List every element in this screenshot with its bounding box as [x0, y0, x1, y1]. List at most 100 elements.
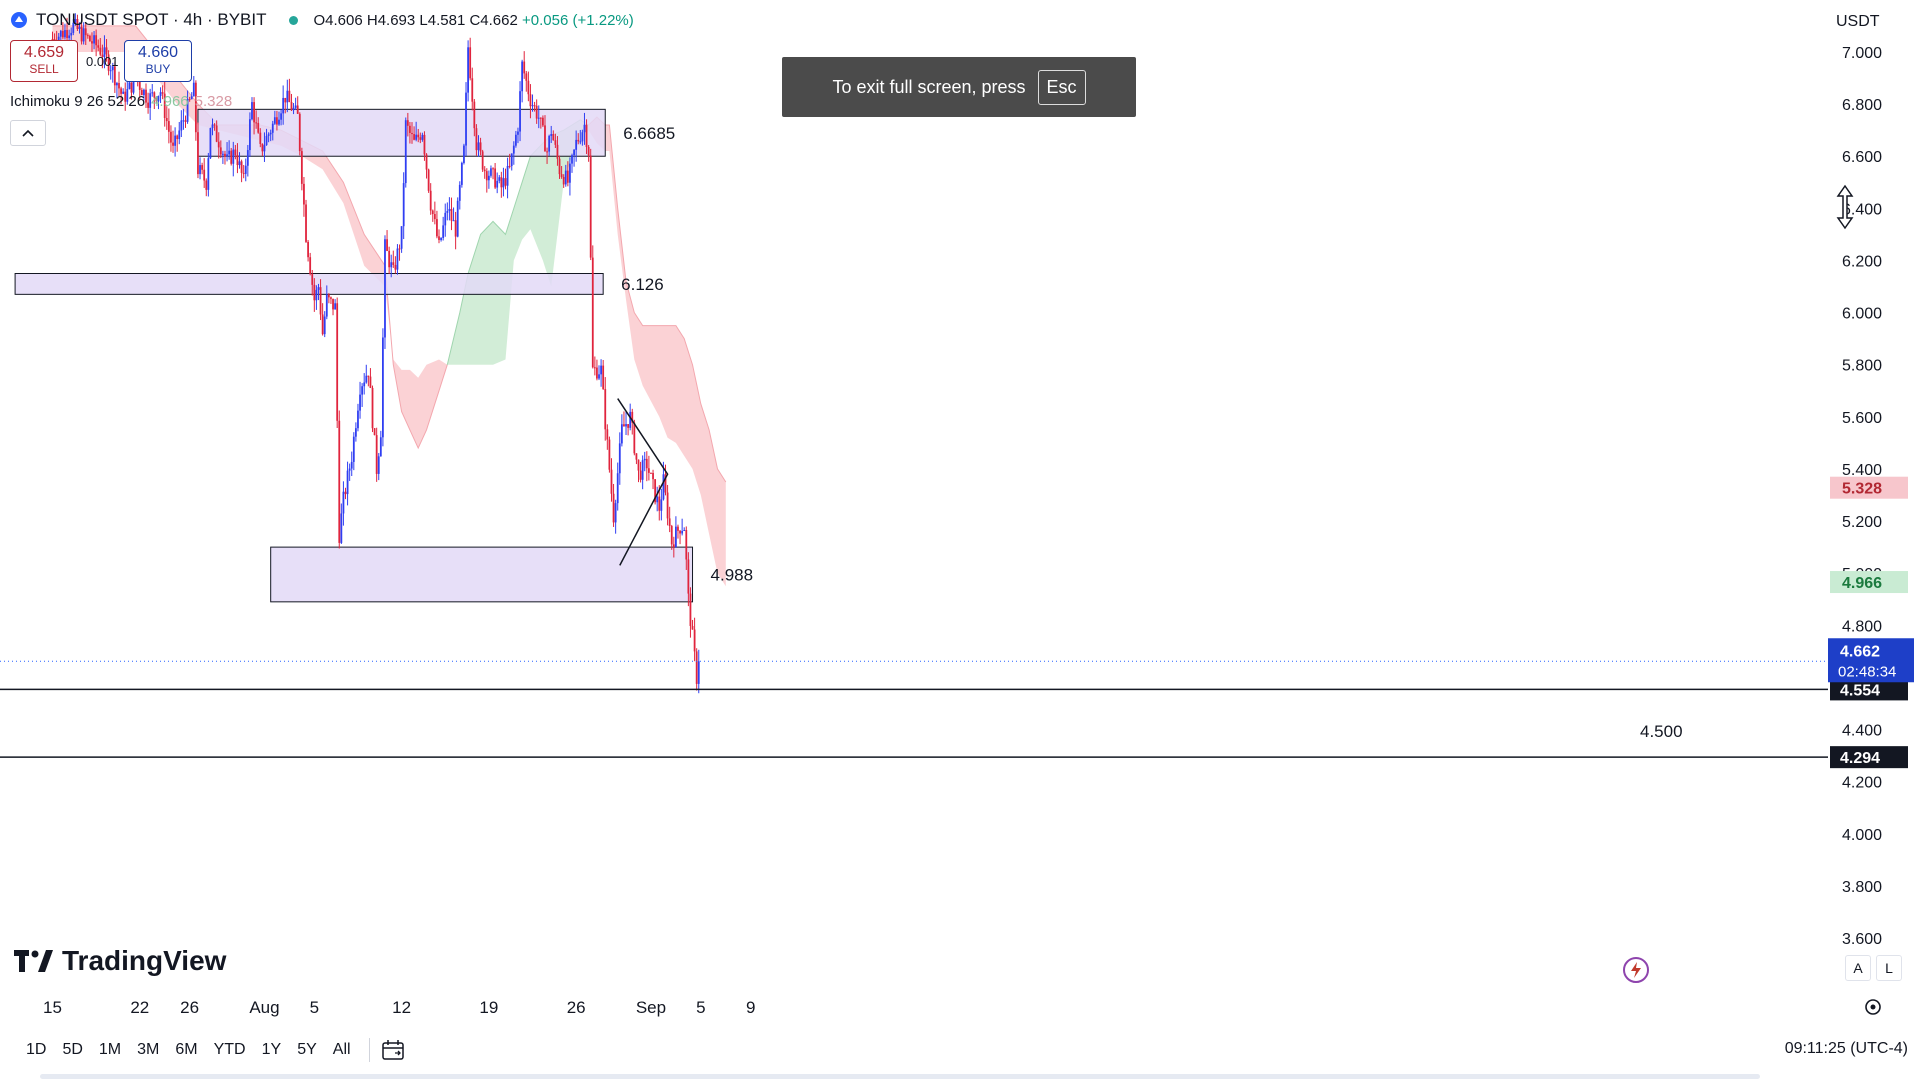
candle-body — [340, 513, 343, 543]
candle-body — [514, 134, 517, 146]
candle-body — [625, 424, 627, 427]
range-all[interactable]: All — [332, 1041, 351, 1058]
candle-body — [334, 303, 337, 310]
candle-body — [693, 629, 696, 652]
buy-button[interactable]: 4.660 BUY — [124, 40, 192, 82]
candle-body — [311, 274, 314, 285]
candle-body — [192, 82, 195, 97]
auto-scale-button[interactable]: A — [1845, 955, 1871, 981]
range-3m[interactable]: 3M — [137, 1041, 160, 1058]
calendar-icon[interactable] — [380, 1039, 406, 1061]
candle-body — [573, 149, 575, 156]
price-tick-label: 7.000 — [1842, 45, 1882, 62]
time-tick-label: Sep — [636, 998, 666, 1017]
candle-body — [635, 453, 638, 460]
candle-body — [639, 470, 642, 480]
range-6m[interactable]: 6M — [175, 1041, 198, 1058]
range-1d[interactable]: 1D — [26, 1041, 47, 1058]
candle-body — [629, 411, 632, 428]
sell-button[interactable]: 4.659 SELL — [10, 40, 78, 82]
cloud-edge — [588, 116, 727, 483]
candle-body — [300, 151, 303, 184]
candle-body — [406, 120, 409, 126]
candle-body — [298, 113, 301, 152]
candle-body — [213, 124, 216, 126]
range-5d[interactable]: 5D — [62, 1041, 83, 1058]
time-tick-label: 9 — [746, 998, 755, 1017]
tradingview-logo-icon — [14, 950, 53, 972]
range-5y[interactable]: 5Y — [297, 1041, 317, 1058]
candle-body — [321, 314, 324, 335]
candle-body — [373, 428, 376, 436]
candle-body — [436, 219, 438, 237]
candle-body — [477, 142, 480, 151]
level-tag — [1830, 746, 1908, 769]
candle-body — [467, 47, 469, 93]
candle-body — [608, 439, 611, 470]
candle-body — [124, 91, 127, 102]
candle-body — [566, 170, 569, 183]
cloud-segment-bear — [588, 117, 726, 587]
candle-body — [143, 89, 145, 96]
candle-body — [91, 41, 93, 44]
candle-body — [76, 19, 79, 29]
lightning-icon[interactable] — [1622, 956, 1650, 984]
candle-body — [89, 35, 91, 42]
candle-body — [689, 593, 692, 626]
candle-body — [130, 82, 133, 93]
candle-body — [379, 437, 382, 457]
candle-body — [294, 105, 297, 108]
candle-body — [323, 316, 326, 335]
price-tick-label: 5.600 — [1842, 410, 1882, 427]
candle-body — [138, 81, 141, 90]
log-scale-button[interactable]: L — [1876, 955, 1902, 981]
candle-body — [107, 54, 110, 71]
candle-body — [442, 225, 445, 238]
last-price-tag — [1828, 638, 1914, 683]
candle-body — [211, 124, 214, 129]
clock-readout[interactable]: 09:11:25 (UTC-4) — [1784, 1040, 1908, 1057]
candle-body — [510, 153, 513, 167]
candle-body — [469, 47, 472, 79]
level-label: 4.500 — [1640, 722, 1683, 741]
toast-text: To exit full screen, press — [832, 76, 1026, 97]
candle-body — [101, 54, 104, 58]
candle-body — [348, 468, 351, 471]
spread-value: 0.001 — [86, 53, 119, 69]
symbol-title[interactable]: TONUSDT SPOT · 4h · BYBIT — [36, 10, 267, 29]
candle-body — [521, 61, 524, 92]
candle-body — [251, 102, 253, 120]
candle-body — [525, 73, 528, 81]
candle-body — [276, 117, 278, 125]
price-tick-label: 4.200 — [1842, 775, 1882, 792]
candle-body — [392, 262, 395, 265]
candle-body — [496, 180, 499, 188]
candle-body — [456, 200, 459, 237]
candle-body — [188, 99, 191, 101]
candle-body — [645, 458, 648, 469]
ichimoku-tag — [1830, 476, 1908, 499]
indicator-legend[interactable]: Ichimoku 9 26 52 26 4.966 5.328 — [10, 93, 232, 110]
price-tick-label: 6.200 — [1842, 253, 1882, 270]
candle-body — [284, 97, 287, 103]
collapse-chevron-icon[interactable] — [10, 120, 46, 146]
candle-body — [679, 530, 681, 534]
candle-body — [342, 491, 345, 514]
time-tick-label: 19 — [479, 998, 498, 1017]
price-axis: 4.554 4.294 7.000 6.800 6.600 6.400 6.200 6.000… — [1828, 13, 1914, 948]
candle-body — [109, 70, 112, 72]
candle-body — [425, 154, 428, 170]
time-scrollbar[interactable] — [40, 1074, 1760, 1079]
candle-body — [242, 172, 245, 174]
candle-body — [454, 220, 457, 237]
candle-body — [309, 257, 312, 275]
range-ytd[interactable]: YTD — [213, 1041, 246, 1058]
candle-body — [221, 153, 224, 155]
range-1y[interactable]: 1Y — [261, 1041, 282, 1058]
range-1m[interactable]: 1M — [98, 1041, 122, 1058]
candle-body — [354, 428, 357, 437]
candle-body — [656, 496, 659, 503]
candle-body — [386, 239, 388, 251]
candle-body — [564, 170, 567, 185]
